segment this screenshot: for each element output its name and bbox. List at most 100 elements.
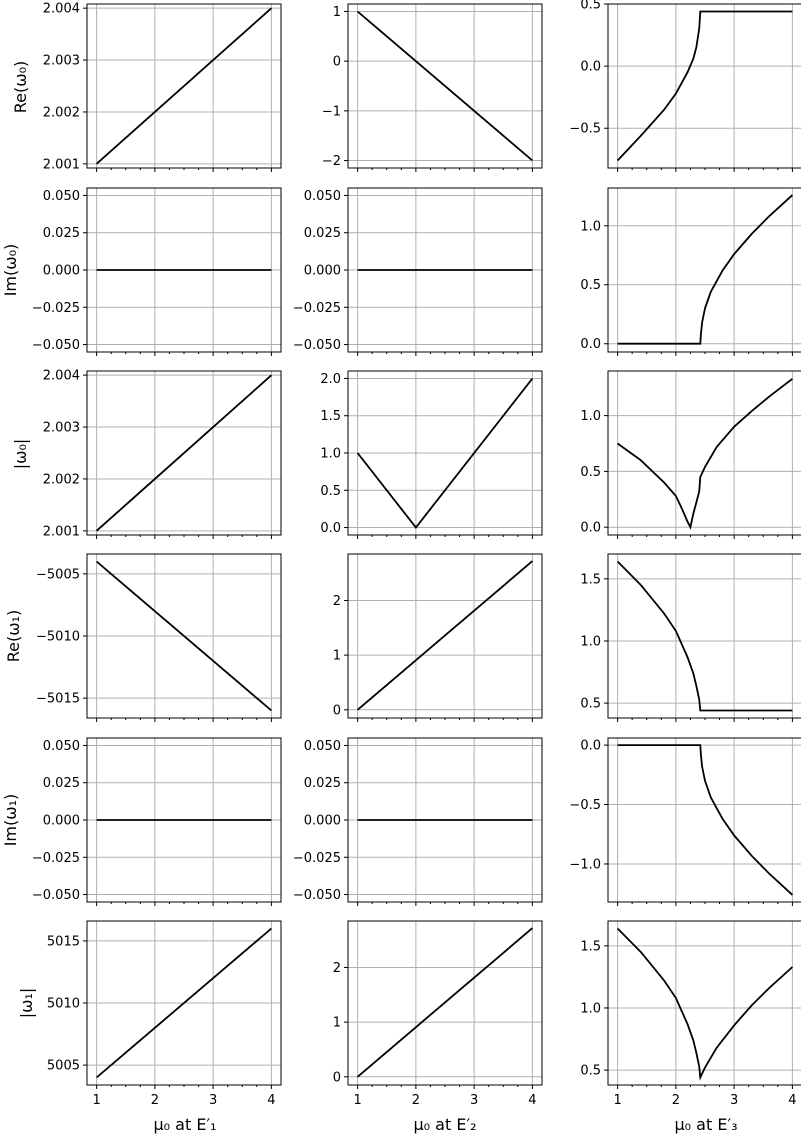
y-tick-label: 0.5 [580, 1064, 601, 1079]
y-tick-label: 2.004 [43, 2, 80, 17]
y-tick-label: 1 [333, 1016, 341, 1031]
series-line [357, 10, 533, 162]
y-tick-label: 1 [333, 649, 341, 664]
y-tick-label: −0.050 [293, 338, 341, 353]
plot-frame [607, 370, 801, 536]
series-line [96, 927, 272, 1079]
y-tick-label: 2.003 [43, 54, 80, 69]
y-tick-label: 0 [333, 1070, 341, 1085]
x-tick-label: 1 [353, 1093, 361, 1108]
series-line [96, 374, 272, 532]
y-tick-label: 1.0 [580, 219, 601, 234]
subplot-r2-c2: 0.0 0.5 1.0 [580, 370, 801, 539]
row-label-5: |ω₁| [17, 988, 36, 1019]
y-tick-label: 5010 [47, 997, 80, 1012]
series-line [617, 378, 793, 530]
y-tick-label: 0 [333, 703, 341, 718]
y-tick-label: 2.001 [43, 157, 80, 172]
y-tick-label: 0.025 [304, 776, 341, 791]
y-tick-label: 1.5 [320, 409, 341, 424]
y-tick-label: 2 [333, 594, 341, 609]
col-label-2: μ₀ at E′₃ [675, 1115, 738, 1134]
y-tick-label: 0.5 [580, 0, 601, 13]
row-label-0: Re(ω₀) [11, 61, 30, 114]
y-tick-label: 1.0 [580, 1001, 601, 1016]
y-tick-label: 0.0 [580, 337, 601, 352]
y-tick-label: −0.050 [32, 338, 80, 353]
y-tick-label: −2 [322, 154, 341, 169]
y-tick-label: −0.5 [569, 122, 601, 137]
x-tick-label: 3 [730, 1093, 738, 1108]
y-tick-label: 0.050 [43, 739, 80, 754]
x-tick-label: 2 [412, 1093, 420, 1108]
y-tick-label: −0.5 [569, 798, 601, 813]
y-tick-label: 0.000 [43, 814, 80, 829]
x-tick-label: 4 [267, 1093, 275, 1108]
y-tick-label: −0.050 [293, 888, 341, 903]
y-tick-label: 0.0 [580, 60, 601, 75]
y-tick-label: 1.0 [580, 409, 601, 424]
y-tick-label: −0.025 [32, 301, 80, 316]
subplot-r0-c2: −0.5 0.0 0.5 [569, 0, 801, 172]
y-tick-label: 0.025 [43, 776, 80, 791]
y-tick-label: −0.050 [32, 888, 80, 903]
subplot-r2-c1: 0.0 0.5 1.0 1.5 2.0 [320, 370, 543, 539]
series-line [356, 377, 534, 529]
series-line [357, 560, 533, 711]
col-label-0: μ₀ at E′₁ [154, 1115, 217, 1134]
y-tick-label: 0.000 [304, 814, 341, 829]
subplot-r3-c1: 0 1 2 [333, 553, 543, 722]
y-tick-label: 1 [333, 5, 341, 20]
plot-frame [607, 3, 801, 169]
y-tick-label: 2.003 [43, 421, 80, 436]
subplots: 2.0012.0022.0032.004−2−101−0.50.00.5−0.0… [32, 0, 801, 1108]
y-tick-label: 2.001 [43, 524, 80, 539]
row-label-4: Im(ω₁) [1, 794, 20, 847]
series-line [617, 194, 794, 345]
subplot-r1-c0: −0.050 −0.025 0.000 0.025 0.050 [32, 187, 282, 356]
y-tick-label: 0 [333, 55, 341, 70]
y-tick-label: −5010 [36, 630, 80, 645]
row-label-3: Re(ω₁) [4, 610, 23, 663]
y-tick-label: 0.025 [43, 226, 80, 241]
subplot-r3-c2: 0.5 1.0 1.5 [580, 553, 801, 722]
subplot-r4-c2: −1.0 −0.5 0.0 [569, 737, 801, 906]
subplot-r5-c2: 0.5 1.0 1.5 1 2 3 4 [580, 920, 801, 1108]
y-tick-label: 5005 [47, 1059, 80, 1074]
y-tick-label: 0.0 [580, 521, 601, 536]
y-tick-label: −0.025 [293, 301, 341, 316]
y-tick-label: 2.002 [43, 472, 80, 487]
series-line [96, 7, 272, 165]
series-line [617, 744, 794, 896]
series-line [96, 560, 272, 712]
y-tick-label: 0.0 [580, 739, 601, 754]
y-tick-label: −1 [322, 104, 341, 119]
series-line [616, 560, 793, 712]
y-tick-label: 0.050 [43, 189, 80, 204]
row-label-2: |ω₀| [11, 439, 30, 470]
series-line [616, 10, 793, 162]
x-tick-label: 3 [470, 1093, 478, 1108]
row-label-1: Im(ω₀) [1, 244, 20, 297]
x-tick-label: 1 [92, 1093, 100, 1108]
y-tick-label: −5015 [36, 692, 80, 707]
y-tick-label: 0.000 [304, 264, 341, 279]
y-tick-label: 1.5 [580, 572, 601, 587]
y-tick-label: 2.002 [43, 105, 80, 120]
series-line [357, 927, 533, 1078]
subplot-r3-c0: −5015 −5010 −5005 [36, 553, 282, 722]
y-tick-label: 0.5 [580, 278, 601, 293]
series-line [616, 927, 794, 1081]
y-tick-label: 0.5 [580, 697, 601, 712]
subplot-r2-c0: 2.001 2.002 2.003 2.004 [43, 369, 282, 539]
y-tick-label: −0.025 [32, 851, 80, 866]
y-tick-label: 0.000 [43, 264, 80, 279]
x-tick-label: 3 [209, 1093, 217, 1108]
x-tick-label: 4 [788, 1093, 796, 1108]
subplot-r4-c1: −0.050 −0.025 0.000 0.025 0.050 [293, 737, 543, 906]
y-tick-label: 0.025 [304, 226, 341, 241]
y-tick-label: −0.025 [293, 851, 341, 866]
y-tick-label: 2.004 [43, 369, 80, 384]
y-tick-label: 1.0 [320, 447, 341, 462]
